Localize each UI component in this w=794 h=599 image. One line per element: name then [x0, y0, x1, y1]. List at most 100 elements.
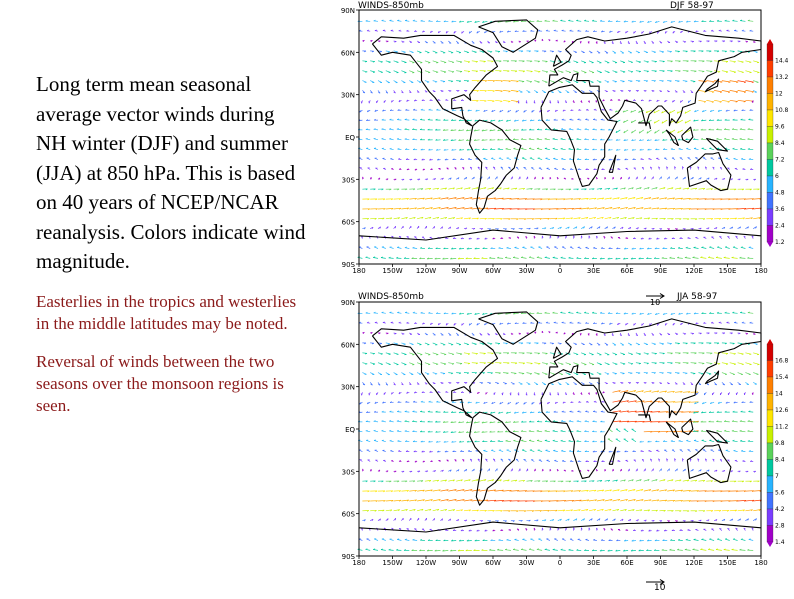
wind-vector-head	[741, 539, 743, 540]
wind-vector	[748, 149, 753, 150]
wind-vector-head	[561, 364, 563, 365]
wind-vector-head	[596, 393, 597, 395]
wind-vector-head	[508, 167, 510, 168]
wind-vector-head	[366, 549, 368, 550]
wind-vector-head	[642, 32, 643, 34]
wind-vector-head	[397, 247, 399, 248]
wind-vector-head	[746, 334, 748, 335]
colorbar-cell	[767, 160, 773, 177]
wind-vector-head	[596, 101, 597, 103]
wind-map-djf: WINDS-850mb DJF 58-97 90N 60N 30N EQ 30S…	[330, 0, 790, 290]
lon-label: 120E	[685, 267, 703, 275]
wind-vector-head	[717, 440, 719, 441]
wind-vector-head	[444, 354, 446, 355]
colorbar-cell	[767, 44, 773, 61]
caption-monsoon: Reversal of winds between the two season…	[36, 351, 306, 417]
wind-vector-head	[365, 364, 367, 365]
caption-panel: Long term mean seasonal average vector w…	[36, 70, 306, 417]
wind-vector-head	[709, 374, 711, 375]
wind-vector-head	[717, 247, 719, 248]
wind-vector-head	[508, 459, 510, 460]
wind-vector	[659, 353, 664, 354]
wind-vector-head	[701, 374, 703, 375]
wind-vector-head	[652, 43, 654, 44]
wind-vector-head	[363, 92, 365, 93]
wind-vector-head	[444, 364, 446, 365]
wind-vector-head	[717, 148, 719, 149]
wind-vector-head	[733, 539, 735, 540]
wind-vector	[584, 21, 589, 22]
wind-vector-head	[363, 384, 365, 385]
wind-vector	[749, 120, 754, 121]
wind-vector	[730, 51, 735, 52]
wind-vector-head	[746, 42, 748, 43]
map-panel-jja: WINDS-850mb JJA 58-97 90N 60N 30N EQ 30S…	[330, 288, 790, 593]
lon-label: 90W	[452, 267, 468, 275]
lon-label: 60W	[485, 267, 501, 275]
wind-vector	[730, 343, 735, 344]
colorbar-label: 3.6	[775, 206, 785, 213]
wind-vector-head	[483, 344, 485, 345]
wind-vector-head	[399, 528, 401, 529]
wind-vector	[644, 363, 649, 364]
wind-vector-head	[553, 158, 555, 159]
lon-label: 90E	[654, 267, 667, 275]
wind-vector-head	[662, 52, 664, 53]
wind-vector	[644, 71, 649, 72]
colorbar-label: 1.2	[775, 239, 785, 246]
wind-vector-head	[537, 440, 539, 441]
wind-vector-head	[684, 42, 686, 43]
colorbar-cell	[767, 61, 773, 78]
wind-vector-head	[694, 148, 696, 149]
lon-label: 180	[352, 267, 365, 275]
colorbar-cell	[767, 226, 773, 243]
wind-vector-head	[399, 236, 401, 237]
wind-vector-head	[475, 52, 477, 53]
wind-vector-head	[391, 460, 393, 461]
wind-vector	[521, 431, 527, 432]
colorbar-label: 13.2	[775, 74, 789, 81]
wind-vector	[748, 441, 753, 442]
wind-vector-head	[734, 450, 736, 451]
lat-label: EQ	[345, 134, 355, 142]
lon-label: 150W	[382, 267, 402, 275]
wind-vector	[389, 258, 394, 259]
colorbar-label: 7.2	[775, 157, 785, 164]
wind-vector	[521, 139, 527, 140]
wind-vector-head	[366, 138, 368, 139]
wind-vector-head	[390, 158, 392, 159]
wind-vector-head	[648, 158, 650, 159]
caption-main: Long term mean seasonal average vector w…	[36, 70, 306, 277]
wind-vector-head	[373, 364, 375, 365]
wind-vector-head	[442, 227, 443, 229]
colorbar-label: 12	[775, 91, 783, 98]
map-title-left: WINDS-850mb	[358, 292, 424, 302]
wind-vector-head	[472, 335, 474, 336]
wind-vector-head	[390, 450, 392, 451]
colorbar-cell	[767, 94, 773, 111]
colorbar-label: 9.6	[775, 124, 785, 131]
wind-vector-head	[444, 72, 446, 73]
colorbar-cell	[767, 127, 773, 144]
wind-vector-head	[688, 101, 689, 103]
colorbar-cell	[767, 77, 773, 94]
wind-vector-head	[365, 72, 367, 73]
lat-label: 30S	[342, 176, 356, 184]
wind-vector-head	[709, 539, 711, 540]
wind-vector-head	[757, 364, 759, 365]
wind-vector-head	[545, 148, 547, 149]
lat-label: 90N	[341, 7, 355, 15]
wind-vector-head	[397, 539, 399, 540]
wind-vector-head	[497, 383, 499, 384]
wind-vector-head	[441, 91, 443, 92]
wind-vector	[503, 373, 508, 374]
wind-vector-head	[383, 30, 385, 31]
wind-vector-head	[694, 440, 696, 441]
lon-label: 0	[558, 267, 562, 275]
colorbar-label: 14.4	[775, 58, 789, 65]
wind-vector-head	[749, 62, 751, 63]
wind-vector-head	[475, 344, 477, 345]
lon-label: 60E	[620, 267, 633, 275]
colorbar-cell	[767, 110, 773, 127]
colorbar-cell	[767, 193, 773, 210]
